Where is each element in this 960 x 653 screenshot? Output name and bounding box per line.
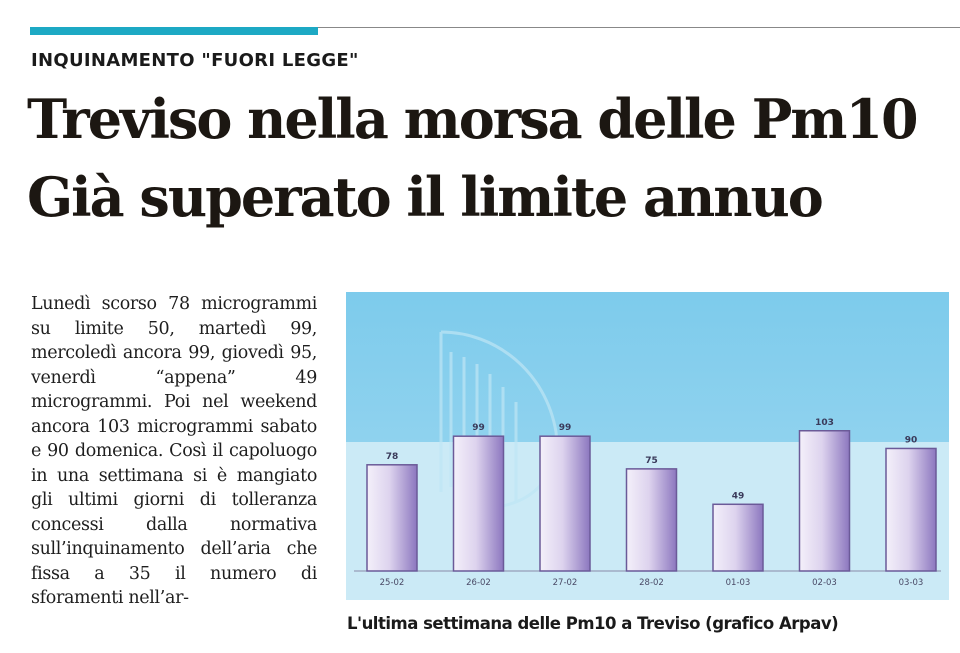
value-label-28-02: 75 (645, 456, 658, 466)
chart-svg: 78 25-02 99 26-02 99 27-02 75 28-02 49 01-03 103 02… (346, 292, 949, 600)
value-label-02-03: 103 (815, 418, 834, 428)
section-kicker: INQUINAMENTO "FUORI LEGGE" (31, 50, 359, 71)
tick-label-27-02: 27-02 (553, 578, 578, 588)
value-label-26-02: 99 (472, 423, 485, 433)
chart-caption: L'ultima settimana delle Pm10 a Treviso … (347, 614, 839, 633)
harp-watermark (439, 330, 559, 509)
headline: Treviso nella morsa delle Pm10 Già super… (27, 80, 957, 236)
headline-line-2: Già superato il limite annuo (27, 165, 824, 229)
article-body: Lunedì scorso 78 microgrammi su limite 5… (31, 292, 317, 638)
tick-label-28-02: 28-02 (639, 578, 664, 588)
tick-label-26-02: 26-02 (466, 578, 491, 588)
bar-02-03 (798, 430, 851, 572)
article-paragraph: Lunedì scorso 78 microgrammi su limite 5… (31, 294, 317, 608)
tick-label-25-02: 25-02 (380, 578, 405, 588)
value-label-27-02: 99 (559, 423, 572, 433)
accent-bar (30, 27, 318, 35)
top-rule (318, 27, 960, 28)
value-label-01-03: 49 (732, 491, 745, 501)
pm10-bar-chart: 78 25-02 99 26-02 99 27-02 75 28-02 49 01-03 103 02… (346, 292, 949, 600)
tick-label-03-03: 03-03 (899, 578, 924, 588)
value-label-03-03: 90 (905, 435, 918, 445)
bar-26-02 (452, 435, 505, 572)
tick-label-02-03: 02-03 (812, 578, 837, 588)
bar-03-03 (885, 447, 937, 572)
headline-line-1: Treviso nella morsa delle Pm10 (27, 87, 919, 151)
value-label-25-02: 78 (386, 452, 399, 462)
tick-label-01-03: 01-03 (726, 578, 751, 588)
bar-27-02 (539, 435, 591, 572)
bar-28-02 (625, 468, 678, 572)
chart-sky-background (346, 292, 949, 442)
bar-25-02 (366, 464, 418, 572)
bar-01-03 (712, 503, 764, 572)
chart-bars: 78 25-02 99 26-02 99 27-02 75 28-02 49 01-03 103 02… (366, 418, 937, 588)
